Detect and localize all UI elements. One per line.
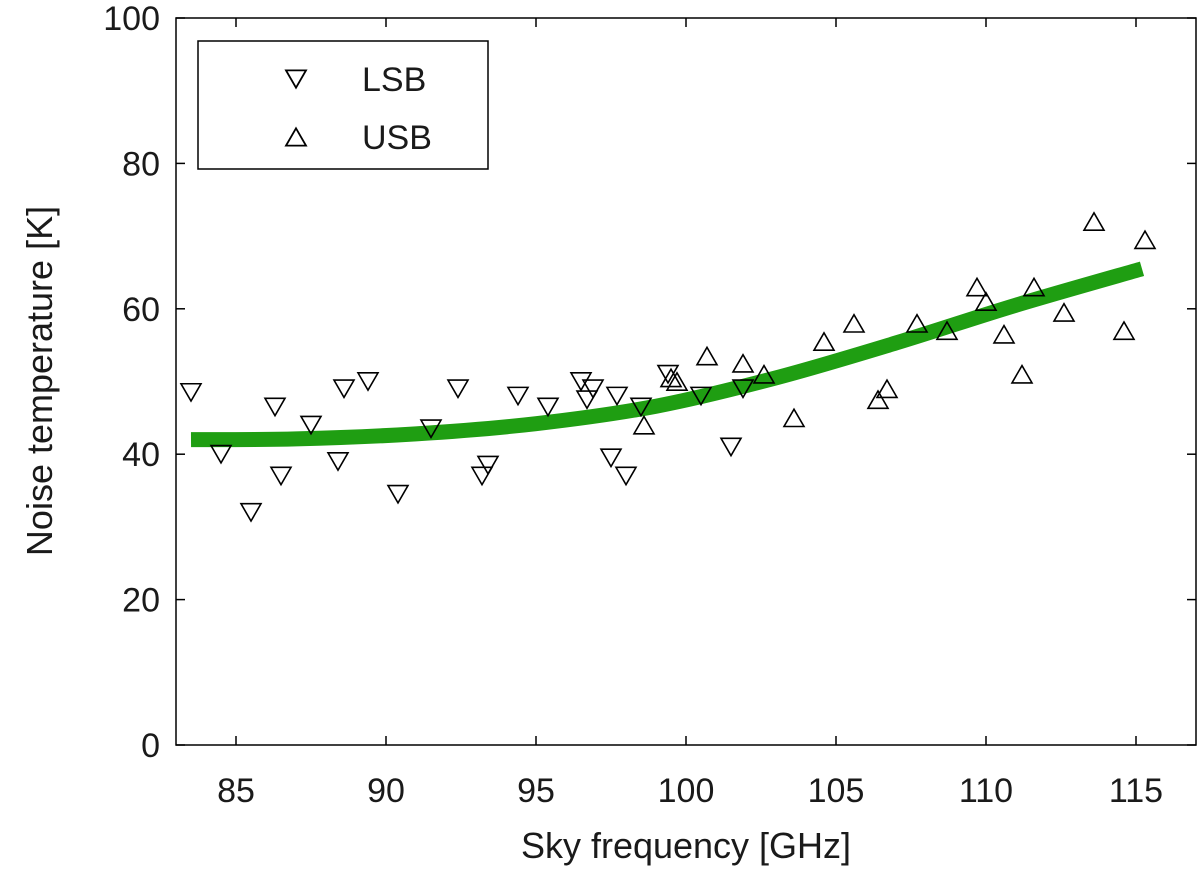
lsb-point bbox=[575, 390, 599, 410]
fit-curve-layer bbox=[190, 261, 1145, 448]
y-axis-title: Noise temperature [K] bbox=[19, 206, 60, 556]
usb-point bbox=[782, 407, 806, 428]
usb-point bbox=[866, 389, 890, 410]
lsb-point bbox=[506, 386, 530, 407]
legend-box bbox=[197, 40, 489, 170]
y-tick-label: 60 bbox=[122, 291, 160, 329]
lsb-point bbox=[719, 437, 743, 458]
usb-point bbox=[965, 276, 989, 297]
usb-point bbox=[1112, 320, 1136, 341]
lsb-point bbox=[731, 379, 755, 400]
ticks-layer: 85 90 95 100 105 110 115 0 20 40 60 80 100 bbox=[103, 0, 1196, 810]
usb-point bbox=[632, 414, 656, 435]
lsb-point bbox=[581, 379, 605, 400]
lsb-point bbox=[446, 379, 470, 400]
usb-point bbox=[875, 378, 899, 399]
lsb-point bbox=[419, 419, 443, 440]
usb-point bbox=[974, 291, 998, 311]
x-tick-label: 85 bbox=[217, 772, 255, 810]
usb-point bbox=[992, 323, 1016, 344]
lsb-point bbox=[605, 386, 629, 407]
legend: LSB USB bbox=[197, 40, 489, 170]
y-tick-label: 20 bbox=[122, 582, 160, 620]
x-tick-label: 110 bbox=[959, 772, 1013, 810]
usb-point bbox=[1022, 276, 1046, 297]
lsb-point bbox=[356, 372, 380, 392]
lsb-point bbox=[536, 397, 560, 418]
y-tick-label: 0 bbox=[141, 727, 160, 765]
lsb-point bbox=[239, 502, 263, 523]
lsb-point bbox=[332, 379, 356, 400]
usb-point bbox=[812, 331, 836, 351]
x-axis-title: Sky frequency [GHz] bbox=[521, 825, 851, 866]
x-tick-label: 105 bbox=[808, 772, 865, 810]
usb-point bbox=[905, 313, 929, 333]
usb-point bbox=[665, 371, 689, 391]
lsb-point bbox=[386, 484, 410, 505]
lsb-point bbox=[629, 397, 653, 418]
legend-marker-usb-icon bbox=[284, 126, 308, 147]
x-tick-label: 100 bbox=[658, 772, 715, 810]
lsb-point bbox=[614, 466, 638, 487]
usb-point bbox=[752, 363, 776, 384]
usb-point bbox=[1010, 363, 1034, 384]
lsb-point bbox=[569, 372, 593, 392]
y-tick-label: 100 bbox=[103, 0, 160, 38]
usb-point bbox=[659, 367, 683, 388]
usb-point bbox=[1052, 302, 1076, 322]
x-tick-label: 95 bbox=[517, 772, 555, 810]
y-tick-label: 40 bbox=[122, 436, 160, 474]
lsb-point bbox=[476, 455, 500, 476]
lsb-point bbox=[326, 452, 350, 472]
lsb-point bbox=[263, 397, 287, 418]
x-tick-label: 90 bbox=[367, 772, 405, 810]
legend-label-lsb: LSB bbox=[362, 61, 426, 99]
fit-curve bbox=[190, 261, 1145, 448]
usb-point bbox=[731, 353, 755, 373]
x-tick-label: 115 bbox=[1109, 772, 1163, 810]
lsb-point bbox=[209, 444, 233, 465]
usb-point bbox=[935, 320, 959, 341]
y-tick-label: 80 bbox=[122, 145, 160, 183]
lsb-point bbox=[689, 386, 713, 407]
legend-label-usb: USB bbox=[362, 119, 432, 157]
legend-marker-lsb-icon bbox=[284, 69, 308, 90]
lsb-point bbox=[599, 448, 623, 469]
usb-point bbox=[1082, 211, 1106, 232]
lsb-point bbox=[299, 415, 323, 436]
usb-point bbox=[695, 345, 719, 366]
lsb-point bbox=[470, 466, 494, 487]
usb-point bbox=[1133, 229, 1157, 250]
lsb-point bbox=[269, 466, 293, 487]
usb-point bbox=[842, 313, 866, 333]
data-points-layer bbox=[179, 211, 1157, 523]
lsb-point bbox=[179, 382, 203, 403]
